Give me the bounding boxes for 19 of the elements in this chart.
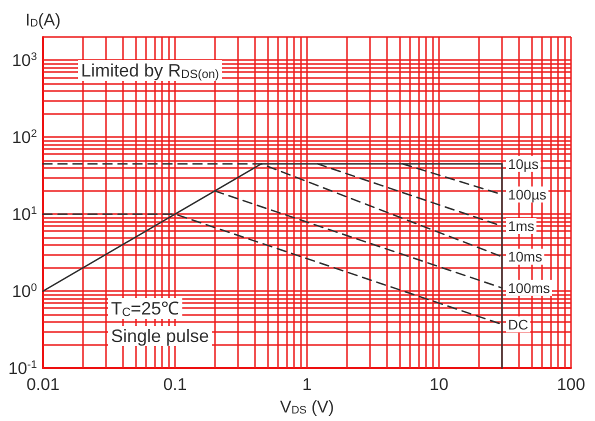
series-label: 10µs — [508, 156, 539, 172]
y-tick-label: 10$^{3}$ — [12, 51, 37, 70]
annotation: Limited by RDS(on) — [81, 60, 220, 81]
x-tick-label: 100 — [556, 375, 586, 394]
y-tick-label: 10$^{0}$ — [12, 282, 37, 302]
x-tick-label: 10 — [430, 375, 448, 394]
x-axis-title: VDS (V) — [280, 398, 334, 416]
series-label: 100ms — [508, 280, 550, 296]
series-label: 1ms — [508, 218, 534, 234]
y-axis-title: ID(A) — [25, 10, 61, 30]
annotation: Single pulse — [111, 326, 210, 346]
series-label: 10ms — [508, 248, 542, 265]
series-label: 100µs — [508, 186, 546, 202]
series-label: DC — [508, 316, 528, 332]
annotation: TC=25℃ — [111, 298, 180, 319]
y-tick-label: 10$^{2}$ — [12, 128, 37, 148]
x-tick-label: 0.1 — [163, 375, 187, 394]
y-tick-label: 10$^{1}$ — [12, 205, 37, 224]
x-tick-label: 1 — [302, 375, 312, 394]
